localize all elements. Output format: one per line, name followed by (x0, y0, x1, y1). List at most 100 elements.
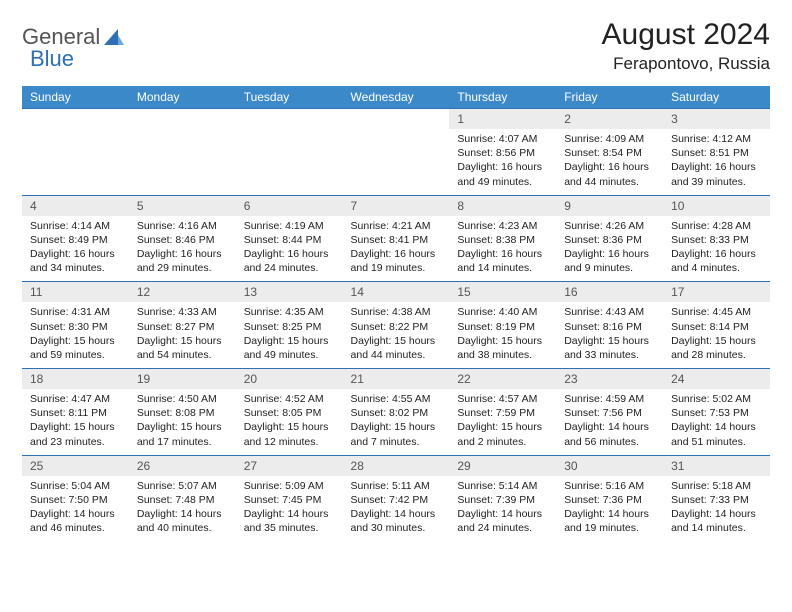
day-detail-cell: Sunrise: 4:09 AMSunset: 8:54 PMDaylight:… (556, 129, 663, 195)
detail-line: Sunset: 8:33 PM (671, 233, 762, 247)
detail-line: Sunrise: 5:04 AM (30, 479, 121, 493)
detail-row: Sunrise: 4:07 AMSunset: 8:56 PMDaylight:… (22, 129, 770, 195)
day-detail-cell: Sunrise: 4:21 AMSunset: 8:41 PMDaylight:… (343, 216, 450, 282)
day-detail-cell: Sunrise: 4:45 AMSunset: 8:14 PMDaylight:… (663, 302, 770, 368)
day-number-cell: 30 (556, 455, 663, 476)
day-number-cell: 25 (22, 455, 129, 476)
day-detail-cell: Sunrise: 4:23 AMSunset: 8:38 PMDaylight:… (449, 216, 556, 282)
detail-line: Sunset: 8:05 PM (244, 406, 335, 420)
detail-line: Sunset: 8:02 PM (351, 406, 442, 420)
day-detail-cell: Sunrise: 4:31 AMSunset: 8:30 PMDaylight:… (22, 302, 129, 368)
day-number-cell (236, 109, 343, 130)
day-number-cell: 1 (449, 109, 556, 130)
day-number-cell: 24 (663, 369, 770, 390)
detail-line: Sunrise: 4:26 AM (564, 219, 655, 233)
day-number-cell (129, 109, 236, 130)
detail-line: Sunset: 8:41 PM (351, 233, 442, 247)
detail-line: Sunset: 8:51 PM (671, 146, 762, 160)
detail-line: Sunset: 8:36 PM (564, 233, 655, 247)
day-header: Friday (556, 86, 663, 109)
detail-line: Sunrise: 4:35 AM (244, 305, 335, 319)
day-number-cell: 29 (449, 455, 556, 476)
detail-line: Sunset: 8:11 PM (30, 406, 121, 420)
detail-line: Sunset: 7:39 PM (457, 493, 548, 507)
detail-line: Sunrise: 5:18 AM (671, 479, 762, 493)
day-number-cell (22, 109, 129, 130)
detail-line: Sunrise: 4:52 AM (244, 392, 335, 406)
day-number-cell: 2 (556, 109, 663, 130)
day-detail-cell: Sunrise: 5:07 AMSunset: 7:48 PMDaylight:… (129, 476, 236, 542)
detail-line: Sunrise: 4:55 AM (351, 392, 442, 406)
detail-row: Sunrise: 4:47 AMSunset: 8:11 PM Daylight:… (22, 389, 770, 455)
detail-line: Daylight: 16 hours and 39 minutes. (671, 160, 762, 188)
detail-line: Sunrise: 4:21 AM (351, 219, 442, 233)
detail-line: Sunset: 8:38 PM (457, 233, 548, 247)
day-detail-cell: Sunrise: 4:14 AMSunset: 8:49 PMDaylight:… (22, 216, 129, 282)
day-header: Monday (129, 86, 236, 109)
detail-line: Sunrise: 4:47 AM (30, 392, 121, 406)
detail-row: Sunrise: 4:14 AMSunset: 8:49 PM Daylight:… (22, 216, 770, 282)
day-detail-cell: Sunrise: 4:43 AMSunset: 8:16 PMDaylight:… (556, 302, 663, 368)
day-detail-cell: Sunrise: 4:26 AMSunset: 8:36 PMDaylight:… (556, 216, 663, 282)
day-detail-cell: Sunrise: 4:57 AMSunset: 7:59 PMDaylight:… (449, 389, 556, 455)
day-detail-cell: Sunrise: 5:14 AMSunset: 7:39 PMDaylight:… (449, 476, 556, 542)
detail-line: Daylight: 15 hours and 7 minutes. (351, 420, 442, 448)
detail-line: Sunset: 8:49 PM (30, 233, 121, 247)
detail-line: Sunset: 7:42 PM (351, 493, 442, 507)
day-detail-cell: Sunrise: 5:09 AMSunset: 7:45 PMDaylight:… (236, 476, 343, 542)
detail-line: Sunset: 8:22 PM (351, 320, 442, 334)
detail-line: Sunset: 8:44 PM (244, 233, 335, 247)
detail-line: Daylight: 16 hours and 19 minutes. (351, 247, 442, 275)
day-detail-cell (343, 129, 450, 195)
day-detail-cell: Sunrise: 4:07 AMSunset: 8:56 PMDaylight:… (449, 129, 556, 195)
header: General August 2024 Ferapontovo, Russia (22, 18, 770, 74)
title-block: August 2024 Ferapontovo, Russia (602, 18, 770, 74)
day-header: Thursday (449, 86, 556, 109)
logo-word2: Blue (30, 46, 74, 71)
detail-line: Daylight: 15 hours and 49 minutes. (244, 334, 335, 362)
detail-line: Daylight: 15 hours and 59 minutes. (30, 334, 121, 362)
day-detail-cell: Sunrise: 4:50 AMSunset: 8:08 PMDaylight:… (129, 389, 236, 455)
day-number-cell: 13 (236, 282, 343, 303)
detail-line: Sunrise: 4:31 AM (30, 305, 121, 319)
day-number-cell: 17 (663, 282, 770, 303)
detail-row: Sunrise: 4:31 AMSunset: 8:30 PMDaylight:… (22, 302, 770, 368)
detail-line: Daylight: 15 hours and 33 minutes. (564, 334, 655, 362)
detail-line: Daylight: 16 hours and 29 minutes. (137, 247, 228, 275)
detail-line: Daylight: 15 hours and 2 minutes. (457, 420, 548, 448)
day-detail-cell: Sunrise: 4:40 AMSunset: 8:19 PMDaylight:… (449, 302, 556, 368)
day-detail-cell: Sunrise: 5:11 AMSunset: 7:42 PMDaylight:… (343, 476, 450, 542)
day-number-cell: 15 (449, 282, 556, 303)
detail-line: Sunrise: 4:23 AM (457, 219, 548, 233)
detail-line: Sunset: 8:25 PM (244, 320, 335, 334)
detail-line: Sunrise: 5:16 AM (564, 479, 655, 493)
detail-line: Sunset: 7:33 PM (671, 493, 762, 507)
day-number-cell: 11 (22, 282, 129, 303)
detail-line: Sunrise: 4:33 AM (137, 305, 228, 319)
detail-line: Sunrise: 5:09 AM (244, 479, 335, 493)
detail-line: Daylight: 16 hours and 24 minutes. (244, 247, 335, 275)
detail-line: Daylight: 16 hours and 9 minutes. (564, 247, 655, 275)
logo-triangle-icon (104, 29, 124, 45)
detail-line: Daylight: 14 hours and 46 minutes. (30, 507, 121, 535)
detail-line: Daylight: 15 hours and 12 minutes. (244, 420, 335, 448)
day-number-cell: 16 (556, 282, 663, 303)
detail-line: Sunrise: 4:14 AM (30, 219, 121, 233)
day-detail-cell: Sunrise: 4:16 AMSunset: 8:46 PMDaylight:… (129, 216, 236, 282)
detail-line: Sunrise: 4:43 AM (564, 305, 655, 319)
day-header: Wednesday (343, 86, 450, 109)
day-number-cell: 26 (129, 455, 236, 476)
detail-line: Sunset: 7:53 PM (671, 406, 762, 420)
day-number-cell: 21 (343, 369, 450, 390)
detail-line: Sunset: 8:56 PM (457, 146, 548, 160)
detail-line: Sunrise: 4:57 AM (457, 392, 548, 406)
detail-line: Sunset: 7:56 PM (564, 406, 655, 420)
detail-line: Sunrise: 5:02 AM (671, 392, 762, 406)
day-number-cell: 14 (343, 282, 450, 303)
day-number-cell: 12 (129, 282, 236, 303)
day-detail-cell: Sunrise: 4:59 AMSunset: 7:56 PMDaylight:… (556, 389, 663, 455)
day-detail-cell: Sunrise: 4:28 AMSunset: 8:33 PMDaylight:… (663, 216, 770, 282)
day-detail-cell: Sunrise: 5:16 AMSunset: 7:36 PMDaylight:… (556, 476, 663, 542)
day-number-cell: 10 (663, 195, 770, 216)
day-number-cell: 8 (449, 195, 556, 216)
